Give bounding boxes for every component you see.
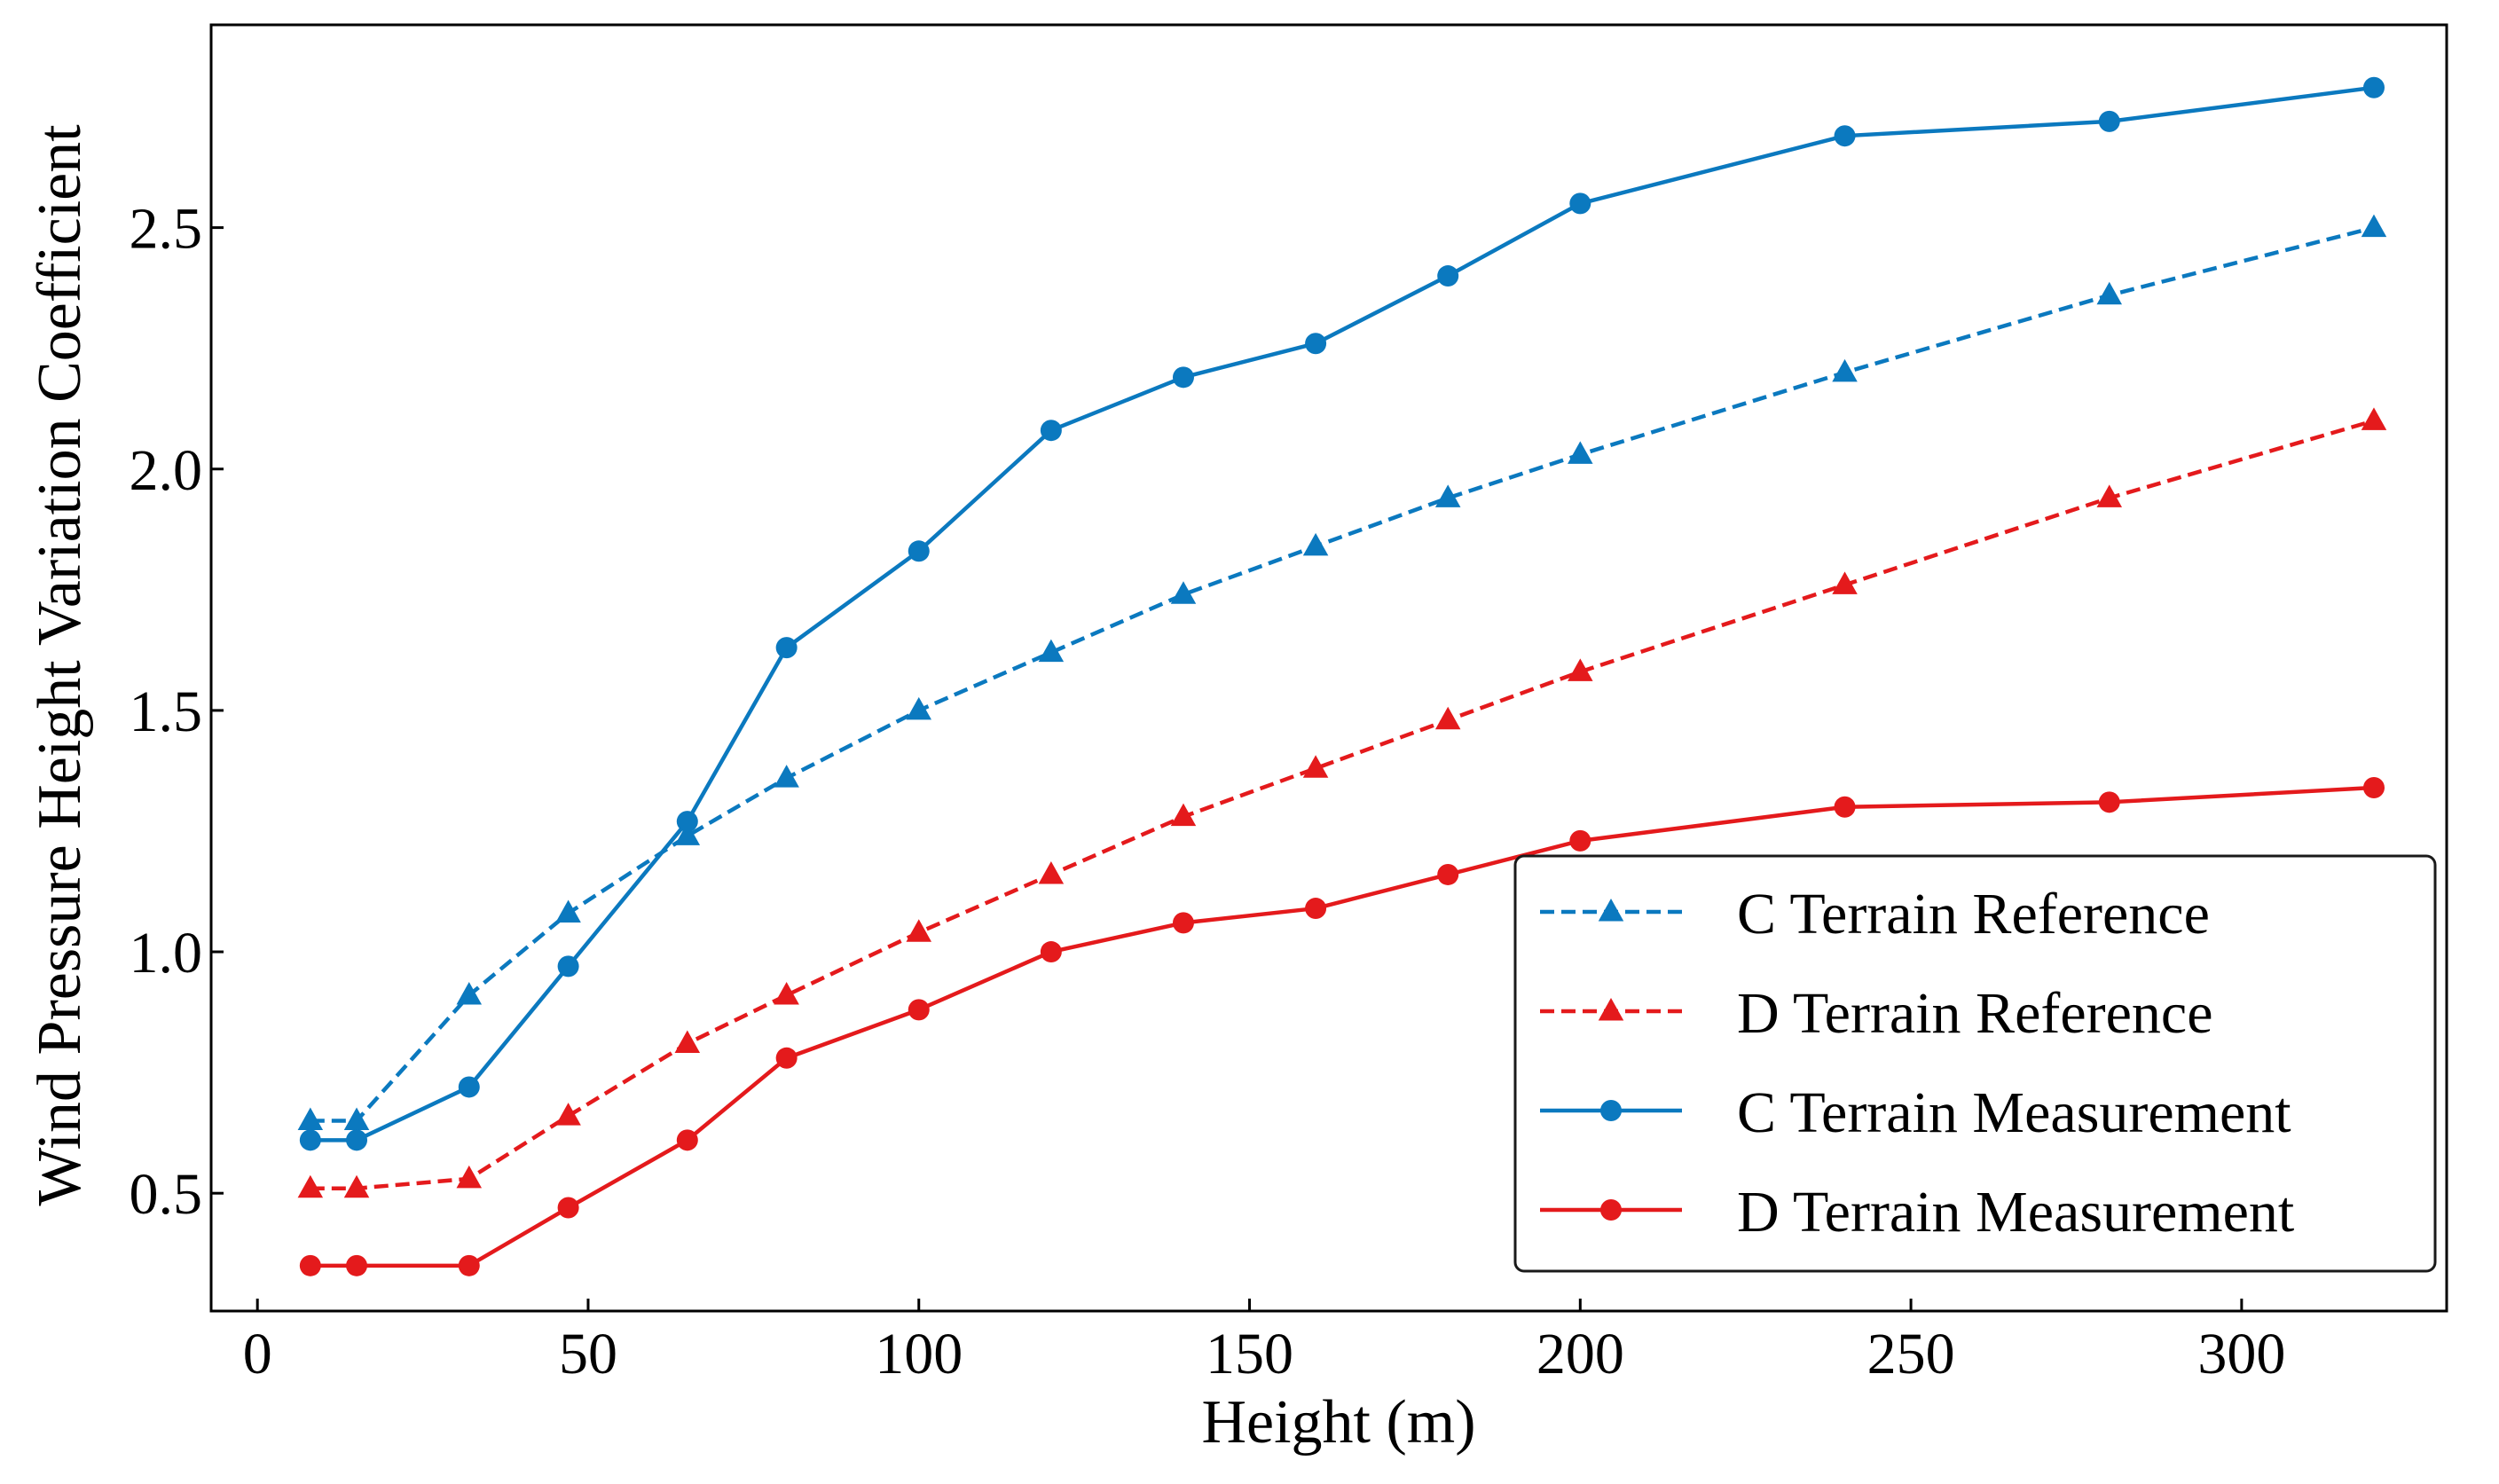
y-axis-label: Wind Pressure Height Variation Coefficie… — [26, 124, 94, 1206]
series-d-terrain-reference — [297, 407, 2387, 1198]
data-point — [908, 999, 930, 1021]
data-point — [774, 982, 799, 1005]
data-point — [1434, 706, 1461, 730]
data-point — [676, 1129, 698, 1151]
y-tick-label: 1.0 — [130, 921, 203, 985]
data-point — [1305, 333, 1327, 355]
x-tick-label: 100 — [875, 1322, 963, 1386]
x-tick-label: 0 — [243, 1322, 272, 1386]
data-point — [906, 696, 932, 720]
data-point — [1170, 803, 1197, 827]
data-point — [346, 1254, 368, 1276]
series-line — [310, 225, 2375, 1123]
data-point — [1832, 358, 1858, 382]
data-point — [458, 1076, 480, 1098]
data-point — [456, 1165, 483, 1189]
y-tick-label: 2.5 — [130, 197, 203, 262]
data-point — [346, 1129, 368, 1151]
data-point — [1040, 941, 1062, 963]
legend-label: D Terrain Measurement — [1737, 1180, 2294, 1245]
data-point — [299, 1254, 321, 1276]
y-tick-label: 1.5 — [130, 679, 203, 744]
data-point — [297, 1107, 324, 1131]
data-point — [1568, 658, 1593, 681]
legend-label: C Terrain Reference — [1737, 882, 2210, 946]
data-point — [555, 899, 581, 923]
data-point — [1038, 860, 1065, 884]
data-point — [1305, 898, 1327, 920]
x-tick-label: 250 — [1867, 1322, 1955, 1386]
data-point — [774, 765, 799, 788]
data-point — [557, 955, 579, 978]
legend-marker-circle — [1600, 1199, 1622, 1221]
data-point — [1834, 125, 1856, 147]
series-d-terrain-measurement — [299, 776, 2385, 1276]
data-point — [1172, 366, 1194, 389]
legend-item-c-terrain-measurement: C Terrain Measurement — [1540, 1080, 2291, 1145]
legend-label: C Terrain Measurement — [1737, 1080, 2291, 1145]
data-point — [2362, 776, 2385, 798]
series-c-terrain-reference — [297, 214, 2387, 1131]
data-point — [1302, 532, 1329, 556]
legend-item-d-terrain-reference: D Terrain Reference — [1540, 981, 2213, 1046]
legend-marker-circle — [1600, 1100, 1622, 1121]
data-point — [1569, 829, 1591, 852]
data-point — [775, 1047, 798, 1069]
x-axis-label: Height (m) — [1201, 1388, 1475, 1457]
x-tick-label: 200 — [1536, 1322, 1624, 1386]
data-point — [674, 1030, 701, 1053]
data-point — [557, 1197, 579, 1219]
legend-box — [1513, 854, 2437, 1273]
data-point — [1038, 639, 1065, 663]
data-point — [2098, 791, 2120, 813]
data-point — [456, 982, 483, 1005]
data-point — [674, 822, 701, 845]
data-point — [1834, 796, 1856, 818]
data-point — [1569, 192, 1591, 215]
data-point — [343, 1107, 370, 1131]
data-point — [1040, 420, 1062, 442]
legend-marker-triangle — [1598, 998, 1624, 1021]
y-tick-label: 2.0 — [130, 438, 203, 503]
data-point — [1302, 755, 1329, 778]
data-point — [297, 1174, 324, 1198]
series-c-terrain-measurement — [299, 76, 2385, 1151]
data-point — [299, 1129, 321, 1151]
data-point — [458, 1254, 480, 1276]
data-point — [343, 1174, 370, 1198]
data-point — [1437, 265, 1459, 287]
plot-frame — [209, 23, 2448, 1313]
data-point — [2362, 76, 2385, 98]
x-tick-label: 150 — [1206, 1322, 1293, 1386]
data-layer — [297, 76, 2387, 1276]
legend: C Terrain Reference D Terrain Reference C … — [1513, 854, 2437, 1273]
legend-item-d-terrain-measurement: D Terrain Measurement — [1540, 1180, 2294, 1245]
x-tick-label: 50 — [559, 1322, 617, 1386]
legend-marker-triangle — [1598, 899, 1624, 922]
legend-item-c-terrain-reference: C Terrain Reference — [1540, 882, 2210, 946]
data-point — [1568, 441, 1593, 464]
data-point — [2098, 110, 2120, 132]
y-tick-label: 0.5 — [130, 1162, 203, 1227]
data-point — [908, 540, 930, 562]
data-point — [2096, 484, 2123, 507]
data-point — [1832, 571, 1858, 594]
data-point — [555, 1103, 581, 1126]
data-point — [1437, 863, 1459, 885]
data-point — [775, 637, 798, 659]
data-point — [676, 811, 698, 833]
data-point — [1170, 581, 1197, 604]
legend-label: D Terrain Reference — [1737, 981, 2213, 1046]
axes: 0 50 100 150 200 250 300 0.5 1.0 1.5 2.0 2.5 — [130, 23, 2448, 1386]
data-point — [1434, 484, 1461, 507]
data-point — [906, 919, 932, 942]
x-tick-label: 300 — [2197, 1322, 2285, 1386]
data-point — [2361, 407, 2387, 430]
data-point — [2361, 214, 2387, 238]
data-point — [2096, 281, 2123, 305]
data-point — [1172, 912, 1194, 934]
